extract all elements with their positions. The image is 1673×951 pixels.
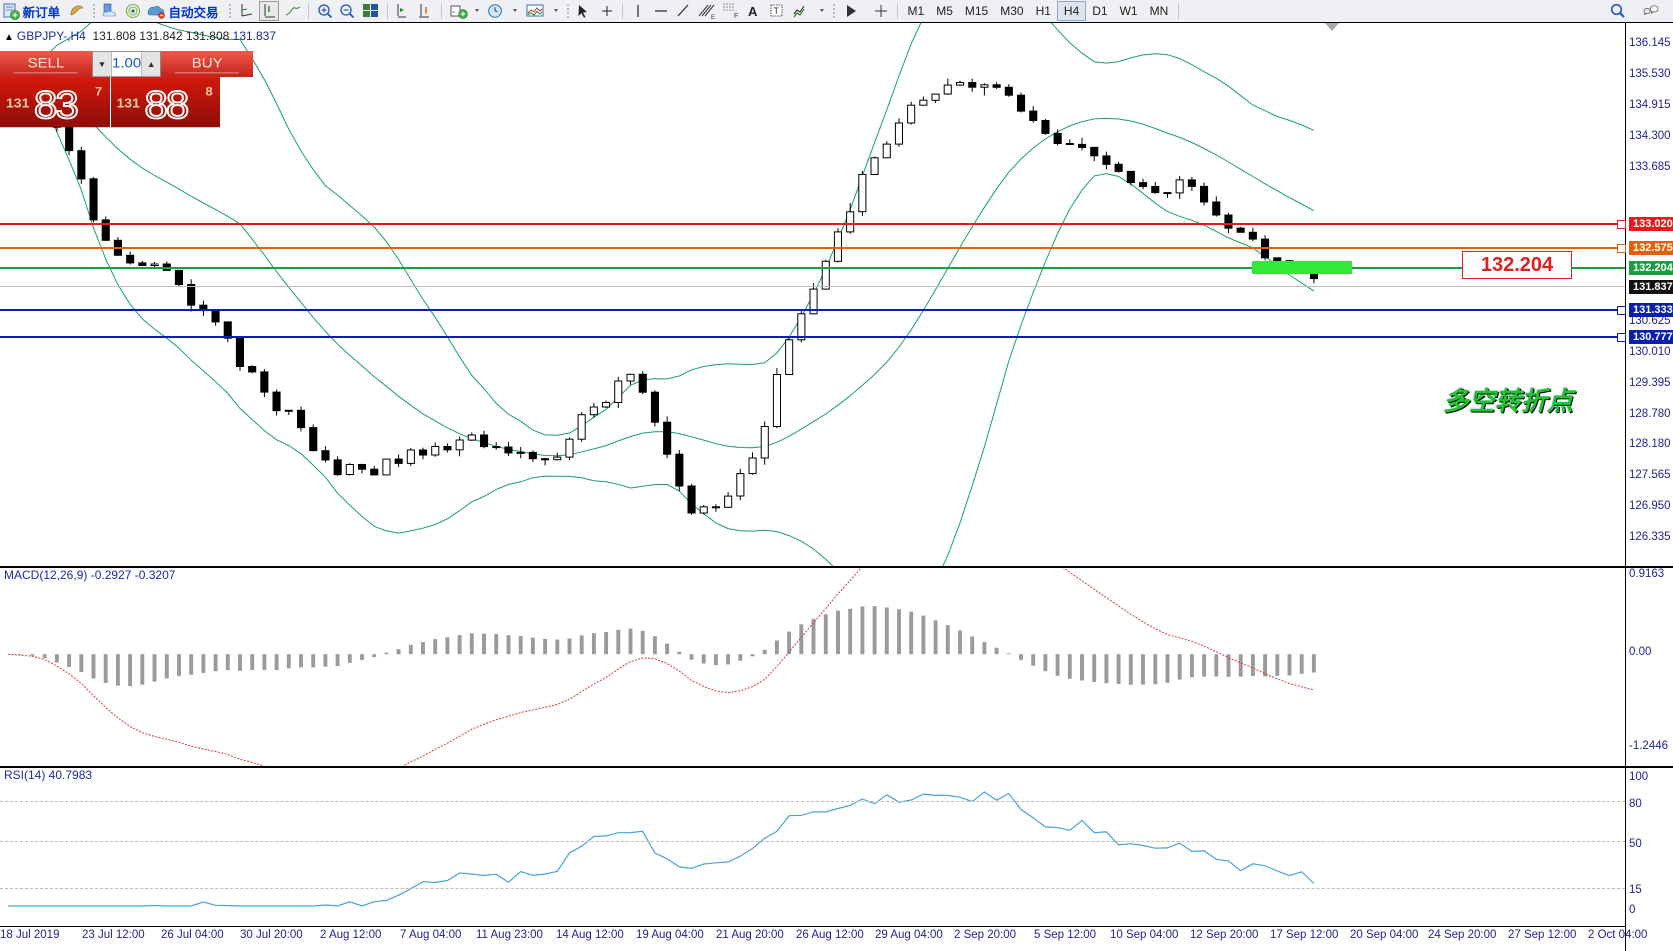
svg-text:F: F bbox=[734, 13, 738, 20]
svg-text:A: A bbox=[748, 4, 758, 19]
svg-text:E: E bbox=[711, 15, 715, 20]
svg-text:T: T bbox=[773, 6, 779, 16]
